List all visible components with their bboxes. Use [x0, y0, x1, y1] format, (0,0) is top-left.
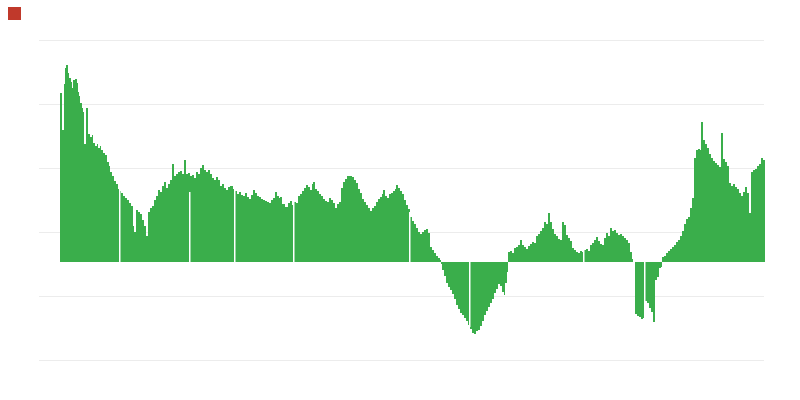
series-separator-gaps: [119, 186, 646, 327]
red-square-marker: [8, 7, 21, 20]
green-series: [60, 65, 765, 334]
